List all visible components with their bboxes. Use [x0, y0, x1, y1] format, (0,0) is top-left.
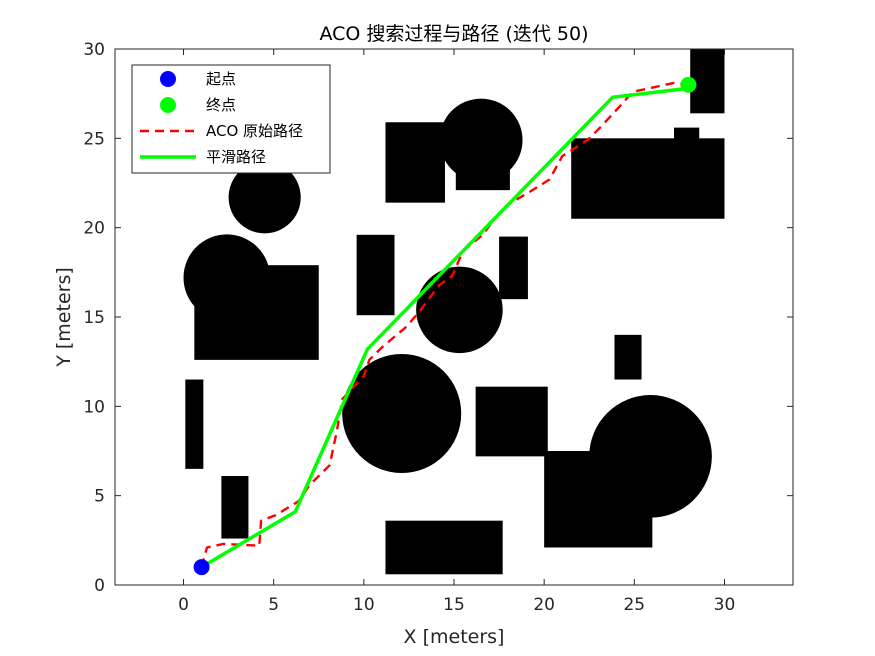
obstacle-rect: [185, 379, 204, 469]
legend-start-label: 起点: [206, 70, 236, 88]
legend-goal-label: 终点: [206, 96, 236, 114]
obstacle-rect: [356, 234, 395, 316]
y-tick-label: 25: [83, 129, 105, 149]
x-tick-label: 25: [623, 595, 645, 615]
legend-smooth-label: 平滑路径: [206, 148, 266, 166]
x-tick-label: 30: [714, 595, 736, 615]
obstacle-rect: [499, 236, 528, 300]
y-tick-label: 5: [94, 487, 105, 507]
x-axis: 0 5 10 15 20 25 30: [178, 49, 735, 615]
start-point-marker: [193, 559, 210, 576]
y-tick-label: 30: [83, 40, 105, 60]
legend-goal-marker: [160, 97, 176, 113]
obstacle-circle: [416, 266, 503, 354]
y-tick-label: 10: [83, 397, 105, 417]
obstacle-rect: [475, 386, 548, 457]
obstacle-rect: [385, 122, 445, 203]
chart-title: ACO 搜索过程与路径 (迭代 50): [319, 23, 588, 45]
obstacle-rect: [385, 520, 503, 575]
y-tick-label: 15: [83, 308, 105, 328]
obstacle-rect: [455, 120, 510, 191]
aco-raw-path-line: [200, 81, 689, 568]
y-tick-label: 0: [94, 576, 105, 596]
legend-aco-raw-label: ACO 原始路径: [206, 122, 303, 140]
y-axis: 0 5 10 15 20 25 30: [83, 40, 793, 596]
series-layer: [193, 76, 697, 576]
x-tick-label: 10: [353, 595, 375, 615]
smooth-path-line: [200, 86, 689, 569]
obstacle-rect: [221, 476, 249, 539]
goal-point-marker: [680, 76, 697, 93]
x-axis-label: X [meters]: [404, 626, 505, 648]
obstacle-rect: [614, 334, 642, 380]
obstacle-rect: [690, 49, 725, 114]
x-tick-label: 0: [178, 595, 189, 615]
obstacle-rect: [544, 451, 653, 548]
x-tick-label: 20: [533, 595, 555, 615]
obstacle-circle: [228, 161, 301, 234]
obstacle-layer: [183, 49, 725, 575]
obstacle-rect: [571, 138, 725, 219]
y-axis-label: Y [meters]: [53, 267, 75, 368]
x-tick-label: 5: [268, 595, 279, 615]
obstacle-rect: [194, 265, 319, 360]
legend-start-marker: [160, 71, 176, 87]
obstacle-rect: [673, 127, 700, 173]
obstacle-circle: [342, 353, 462, 473]
y-tick-label: 20: [83, 219, 105, 239]
x-tick-label: 15: [443, 595, 465, 615]
